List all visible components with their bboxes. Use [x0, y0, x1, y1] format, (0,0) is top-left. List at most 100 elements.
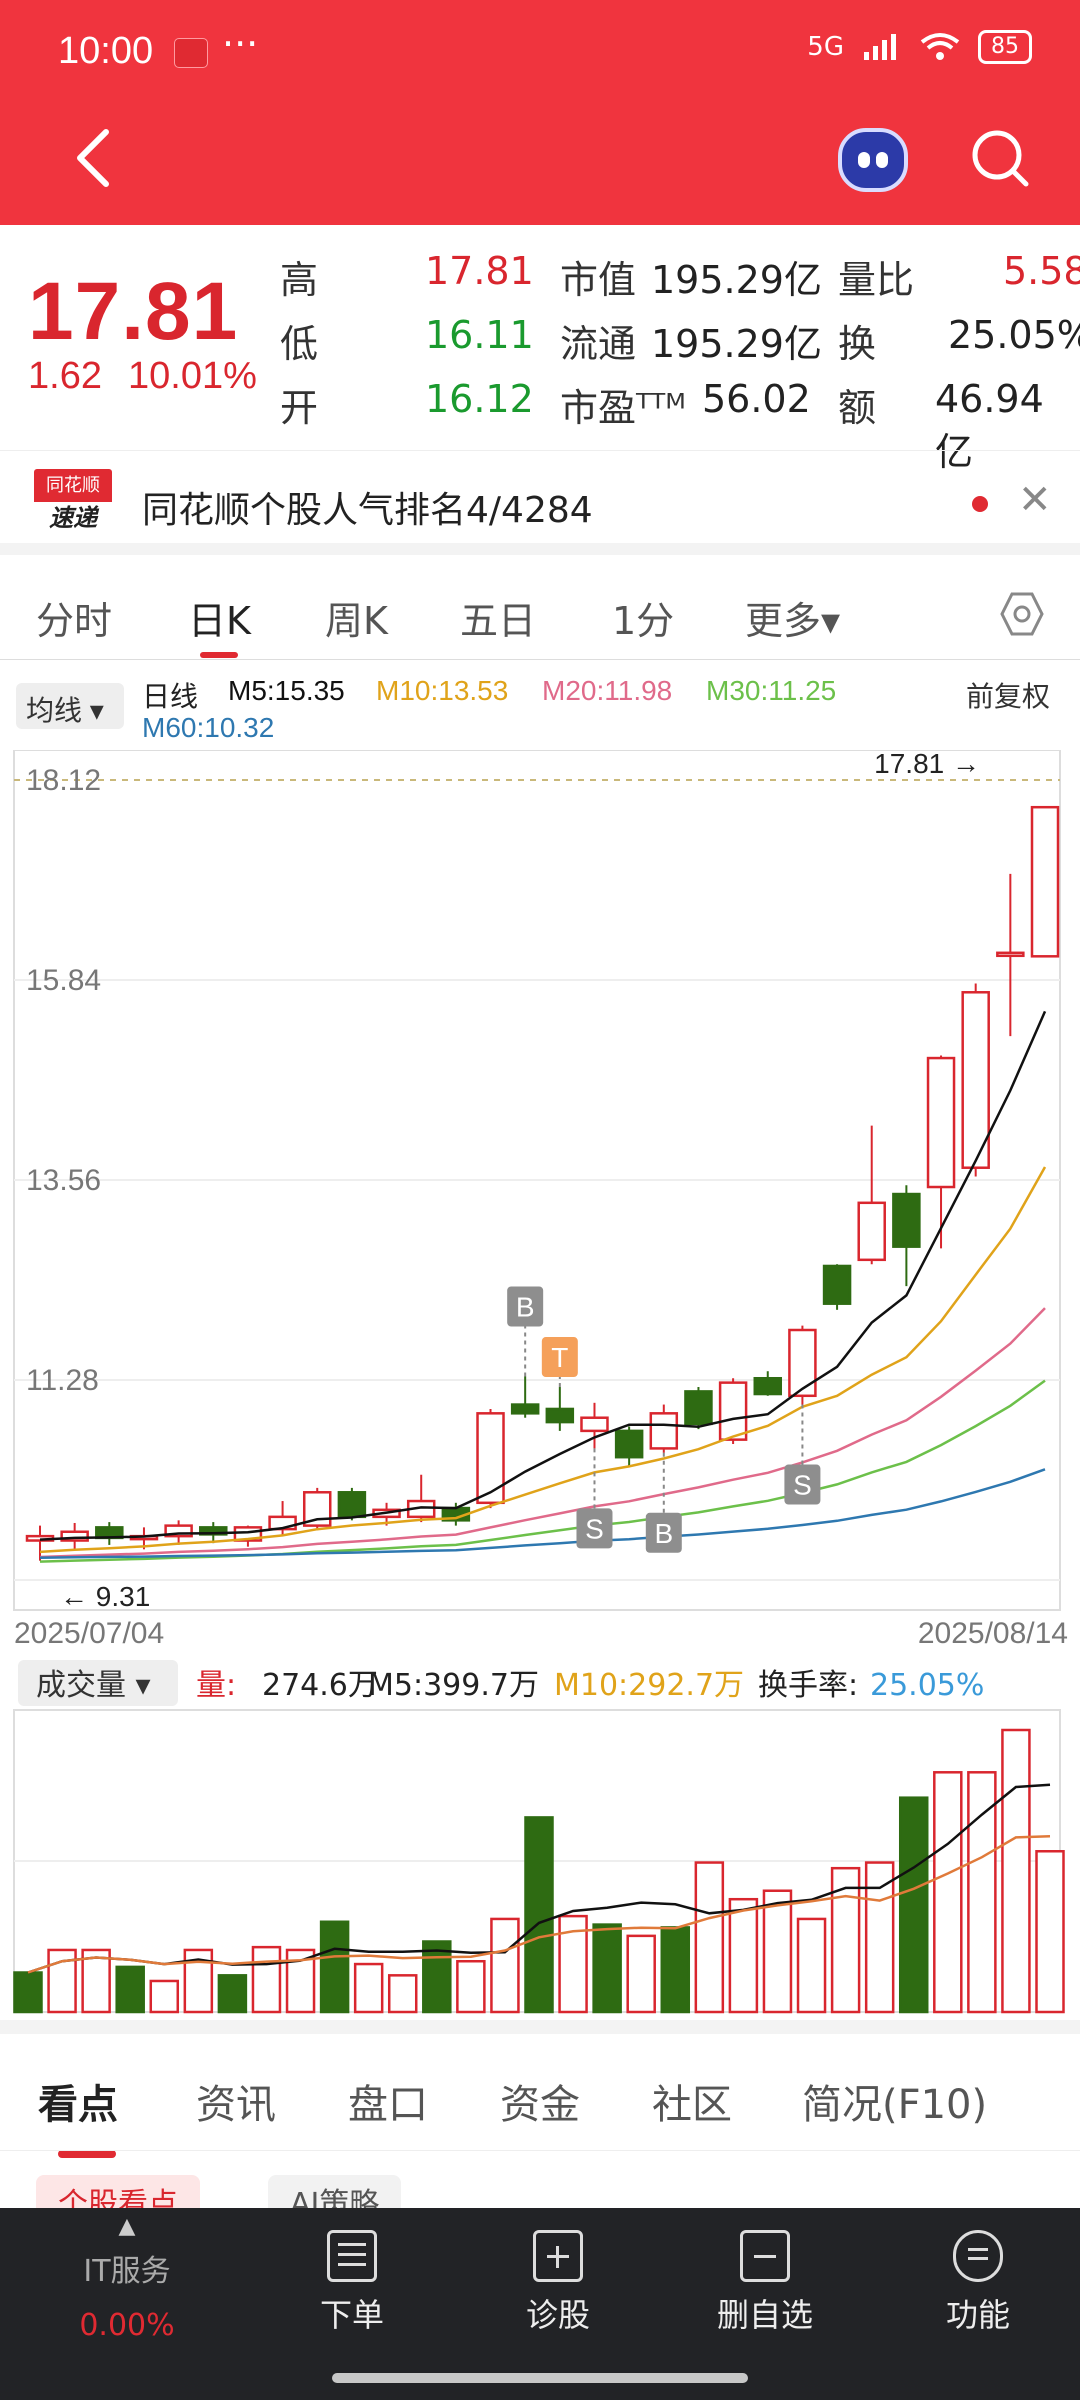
- x-end-label: 2025/08/14: [918, 1617, 1068, 1650]
- candle-body: [753, 1376, 783, 1396]
- tab-community[interactable]: 社区: [652, 2082, 732, 2128]
- tab-more[interactable]: 更多▾: [745, 599, 841, 643]
- candle-body: [164, 1524, 193, 1538]
- volume-bar: [728, 1897, 759, 2014]
- volume-value: 274.6万: [262, 1668, 378, 1703]
- volume-bar: [1001, 1728, 1031, 2014]
- tab-intraday[interactable]: 分时: [36, 599, 113, 643]
- nav-stock-summary[interactable]: ▲ IT服务 0.00%: [52, 2216, 202, 2344]
- y-tick-label: 11.28: [26, 1364, 99, 1397]
- back-arrow-icon[interactable]: [68, 128, 118, 188]
- signal-label: S: [585, 1513, 604, 1544]
- tab-order-book[interactable]: 盘口: [348, 2082, 428, 2128]
- nav-diagnose-label: 诊股: [525, 2296, 590, 2334]
- tab-capital[interactable]: 资金: [500, 2082, 580, 2128]
- volume-bar: [115, 1965, 145, 2014]
- nav-functions-label: 功能: [945, 2296, 1010, 2334]
- active-tab-indicator: [200, 652, 238, 658]
- volume-ma10-line: [27, 1835, 1051, 1974]
- functions-menu-icon: [953, 2230, 1003, 2282]
- tab-weekly-k[interactable]: 周K: [325, 599, 388, 643]
- sub-chip-row: 个股看点 AI策略: [0, 2150, 1080, 2223]
- nav-diagnose[interactable]: 诊股: [483, 2230, 633, 2336]
- network-type: 5G: [807, 32, 844, 62]
- volume-bar: [490, 1917, 520, 2014]
- volume-bar: [558, 1914, 588, 2014]
- signal-label: T: [551, 1342, 568, 1373]
- ma5-value: M5:15.35: [228, 675, 345, 706]
- settings-hexagon-icon[interactable]: [998, 590, 1046, 638]
- tab-daily-k[interactable]: 日K: [188, 599, 251, 643]
- turnover-label: 换手率:: [758, 1668, 858, 1703]
- candle-body: [614, 1429, 644, 1459]
- mcap-value: 195.29亿: [651, 258, 822, 302]
- volume-bar: [456, 1959, 486, 2014]
- signal-badge: [576, 1508, 613, 1549]
- tab-highlights[interactable]: 看点: [38, 2082, 118, 2128]
- high-label: 高: [280, 258, 319, 302]
- low-marker-label: ← 9.31: [60, 1581, 150, 1612]
- popularity-news-bar[interactable]: 同花顺 速递 同花顺个股人气排名4/4284 ✕: [0, 450, 1080, 555]
- signal-badge: [507, 1286, 544, 1327]
- mcap-label: 市值: [560, 258, 637, 302]
- volume-bar: [933, 1771, 963, 2014]
- volume-bar: [422, 1940, 452, 2014]
- volume-bar: [1035, 1850, 1065, 2014]
- volume-m5: M5:399.7万: [368, 1668, 539, 1703]
- volume-bar: [762, 1889, 793, 2014]
- open-value: 16.12: [425, 377, 534, 421]
- tab-five-day[interactable]: 五日: [460, 599, 537, 643]
- news-text: 同花顺个股人气排名4/4284: [142, 490, 593, 531]
- wifi-icon: [920, 33, 960, 60]
- battery-indicator: 85: [978, 30, 1032, 64]
- nav-remove-watchlist[interactable]: 删自选: [690, 2230, 840, 2336]
- ma10-value: M10:13.53: [376, 675, 509, 706]
- volume-bar: [524, 1816, 554, 2014]
- volume-bar: [694, 1861, 725, 2014]
- home-indicator: [332, 2373, 748, 2383]
- k-line-chart[interactable]: 18.12 15.84 13.56 11.28 2025/07/04 2025/08/14…: [0, 750, 1080, 2020]
- candle-body: [892, 1192, 921, 1248]
- volume-bar: [149, 1979, 180, 2014]
- ma10-line: [39, 1166, 1047, 1554]
- candle-body: [788, 1328, 817, 1398]
- remove-minus-icon: [740, 2230, 790, 2282]
- volume-bar: [353, 1962, 384, 2014]
- ma5-line: [39, 1010, 1047, 1541]
- ma30-value: M30:11.25: [706, 675, 837, 706]
- content-tab-indicator: [58, 2150, 116, 2158]
- indicator-select[interactable]: 均线 ▾: [16, 683, 124, 729]
- volume-bar: [864, 1861, 895, 2014]
- period-tabs: 分时 日K 周K 五日 1分 更多▾: [0, 570, 1080, 660]
- volume-bar: [796, 1917, 827, 2014]
- volume-selector-bg: [18, 1660, 178, 1706]
- candle-body: [857, 1201, 886, 1262]
- volume-bar: [217, 1974, 248, 2014]
- volume-bar: [898, 1796, 929, 2014]
- current-price: 17.81: [28, 266, 239, 357]
- volume-bar: [13, 1971, 43, 2014]
- candle-body: [649, 1412, 679, 1450]
- unread-dot: [972, 496, 988, 512]
- adjust-mode[interactable]: 前复权: [966, 681, 1051, 712]
- close-icon[interactable]: ✕: [1018, 477, 1052, 523]
- volume-label: 量:: [196, 1668, 236, 1703]
- volume-selector: 成交量 ▾: [36, 1668, 151, 1703]
- app-notification-icon: [174, 38, 208, 68]
- tab-profile-f10[interactable]: 简况(F10): [802, 2082, 988, 2128]
- order-document-icon: [327, 2230, 377, 2282]
- assistant-robot-icon[interactable]: [838, 128, 908, 192]
- candle-body: [476, 1412, 505, 1505]
- nav-order[interactable]: 下单: [277, 2230, 427, 2336]
- tab-one-minute[interactable]: 1分: [612, 599, 675, 643]
- volume-bar: [660, 1926, 691, 2014]
- period-label: 日线: [142, 681, 199, 712]
- candle-body: [1030, 805, 1060, 958]
- tab-news[interactable]: 资讯: [196, 2082, 276, 2128]
- candle-body: [337, 1491, 367, 1519]
- content-tabs: 看点 资讯 盘口 资金 社区 简况(F10): [0, 2020, 1080, 2158]
- candle-body: [510, 1403, 540, 1415]
- search-icon[interactable]: [970, 128, 1030, 188]
- turnover-value: 25.05%: [948, 313, 1080, 357]
- nav-functions[interactable]: 功能: [903, 2230, 1053, 2336]
